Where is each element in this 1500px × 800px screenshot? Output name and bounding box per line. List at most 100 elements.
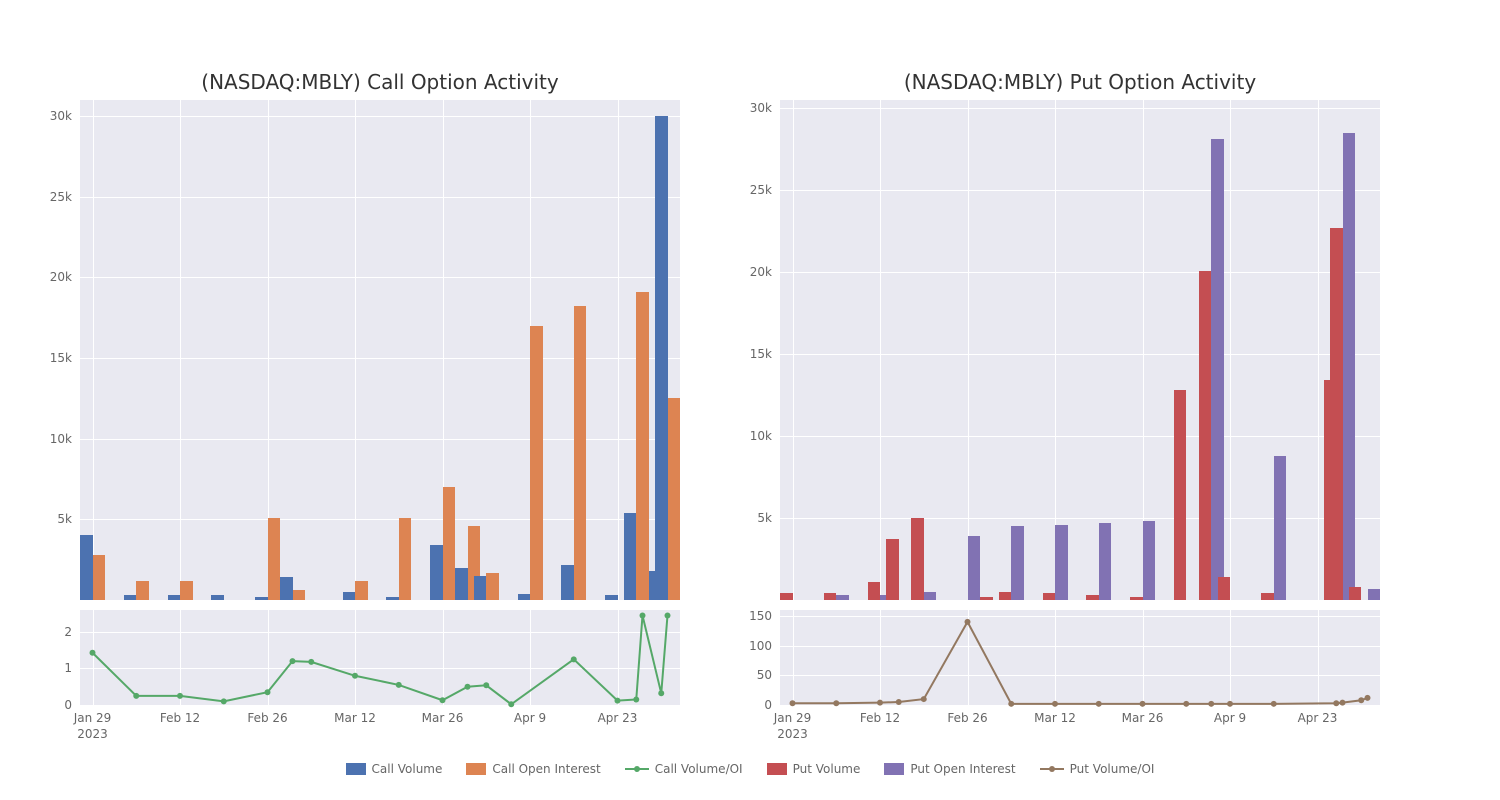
ytick-label: 1 bbox=[32, 661, 72, 675]
ratio-line bbox=[780, 610, 1380, 705]
bar-volume bbox=[911, 518, 924, 600]
bar-oi bbox=[924, 592, 937, 600]
ytick-label: 10k bbox=[32, 432, 72, 446]
xtick-label: Mar 12 bbox=[334, 711, 376, 725]
bar-oi bbox=[1368, 589, 1381, 600]
xtick-label: Mar 26 bbox=[1122, 711, 1164, 725]
bar-volume bbox=[1199, 271, 1212, 601]
xtick-label: Mar 12 bbox=[1034, 711, 1076, 725]
ytick-label: 10k bbox=[732, 429, 772, 443]
bar-volume bbox=[1043, 593, 1056, 600]
xtick-label: Feb 26 bbox=[947, 711, 987, 725]
bar-volume bbox=[605, 595, 618, 600]
ytick-label: 100 bbox=[732, 639, 772, 653]
bar-volume bbox=[518, 594, 531, 600]
legend-label: Call Volume/OI bbox=[655, 762, 743, 776]
bar-volume bbox=[211, 595, 224, 600]
xtick-label: Apr 23 bbox=[1298, 711, 1338, 725]
bar-oi bbox=[180, 581, 193, 600]
legend-item: Put Open Interest bbox=[884, 762, 1015, 776]
bar-oi bbox=[1211, 139, 1224, 600]
ytick-label: 150 bbox=[732, 609, 772, 623]
bar-volume bbox=[1130, 597, 1143, 600]
xtick-label: Jan 29 bbox=[774, 711, 812, 725]
legend-label: Call Volume bbox=[372, 762, 443, 776]
bar-volume bbox=[1086, 595, 1099, 600]
xtick-label: Apr 23 bbox=[598, 711, 638, 725]
ytick-label: 15k bbox=[732, 347, 772, 361]
ytick-label: 5k bbox=[32, 512, 72, 526]
bar-volume bbox=[80, 535, 93, 600]
ytick-label: 30k bbox=[32, 109, 72, 123]
ytick-label: 25k bbox=[732, 183, 772, 197]
ytick-label: 15k bbox=[32, 351, 72, 365]
bar-volume bbox=[474, 576, 487, 600]
legend: Call Volume Call Open Interest Call Volume… bbox=[0, 762, 1500, 778]
ytick-label: 20k bbox=[32, 270, 72, 284]
legend-swatch bbox=[346, 763, 366, 775]
bar-volume bbox=[430, 545, 443, 600]
bar-oi bbox=[574, 306, 587, 600]
xtick-label: Feb 12 bbox=[160, 711, 200, 725]
bar-oi bbox=[1143, 521, 1156, 600]
ytick-label: 2 bbox=[32, 625, 72, 639]
xtick-label: Jan 29 bbox=[74, 711, 112, 725]
bar-oi bbox=[1343, 133, 1356, 600]
bar-volume bbox=[980, 597, 993, 600]
bar-volume bbox=[1174, 390, 1187, 600]
bar-volume bbox=[655, 116, 668, 600]
xtick-label: Apr 9 bbox=[514, 711, 546, 725]
ratio-line bbox=[80, 610, 680, 705]
bar-oi bbox=[968, 536, 981, 600]
ytick-label: 50 bbox=[732, 668, 772, 682]
bar-volume bbox=[886, 539, 899, 600]
ytick-label: 20k bbox=[732, 265, 772, 279]
bar-oi bbox=[293, 590, 306, 600]
legend-item: Call Volume bbox=[346, 762, 443, 776]
ytick-label: 0 bbox=[32, 698, 72, 712]
bar-oi bbox=[399, 518, 412, 600]
bar-oi bbox=[1011, 526, 1024, 600]
bar-volume bbox=[386, 597, 399, 600]
chart-title: (NASDAQ:MBLY) Call Option Activity bbox=[80, 70, 680, 94]
ytick-label: 0 bbox=[732, 698, 772, 712]
ytick-label: 25k bbox=[32, 190, 72, 204]
bar-volume bbox=[1261, 593, 1274, 600]
bar-volume bbox=[824, 593, 837, 600]
legend-item: Call Volume/OI bbox=[625, 762, 743, 776]
legend-swatch bbox=[884, 763, 904, 775]
bar-panel bbox=[80, 100, 680, 600]
bar-oi bbox=[1274, 456, 1287, 600]
legend-swatch bbox=[767, 763, 787, 775]
bar-oi bbox=[268, 518, 281, 600]
bar-oi bbox=[355, 581, 368, 600]
legend-line-swatch bbox=[625, 763, 649, 775]
bar-volume bbox=[624, 513, 637, 600]
legend-item: Call Open Interest bbox=[466, 762, 600, 776]
line-panel bbox=[80, 610, 680, 705]
bar-volume bbox=[1218, 577, 1231, 600]
bar-oi bbox=[93, 555, 106, 600]
bar-volume bbox=[343, 592, 356, 600]
bar-volume bbox=[999, 592, 1012, 600]
bar-oi bbox=[636, 292, 649, 600]
xtick-label: Feb 12 bbox=[860, 711, 900, 725]
legend-swatch bbox=[466, 763, 486, 775]
xtick-label: Feb 26 bbox=[247, 711, 287, 725]
bar-oi bbox=[836, 595, 849, 600]
xtick-label: Mar 26 bbox=[422, 711, 464, 725]
bar-volume bbox=[1349, 587, 1362, 600]
bar-volume bbox=[455, 568, 468, 600]
legend-label: Put Volume/OI bbox=[1070, 762, 1155, 776]
legend-item: Put Volume/OI bbox=[1040, 762, 1155, 776]
legend-label: Put Open Interest bbox=[910, 762, 1015, 776]
bar-volume bbox=[868, 582, 881, 600]
bar-oi bbox=[1055, 525, 1068, 600]
bar-volume bbox=[561, 565, 574, 600]
bar-volume bbox=[1330, 228, 1343, 600]
legend-label: Put Volume bbox=[793, 762, 861, 776]
bar-oi bbox=[443, 487, 456, 600]
figure: (NASDAQ:MBLY) Call Option Activity 5k 10k 1… bbox=[0, 0, 1500, 800]
legend-item: Put Volume bbox=[767, 762, 861, 776]
xtick-label: Apr 9 bbox=[1214, 711, 1246, 725]
